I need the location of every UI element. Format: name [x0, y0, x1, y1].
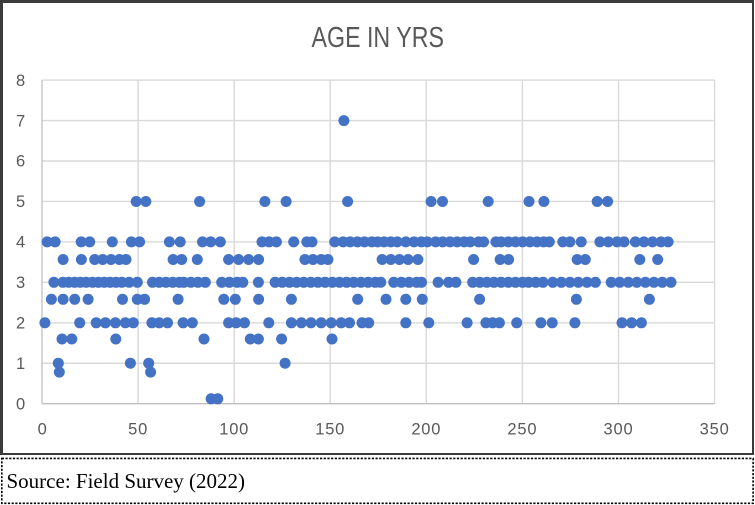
svg-text:3: 3: [16, 274, 26, 292]
svg-text:100: 100: [219, 421, 249, 439]
svg-text:300: 300: [604, 421, 634, 439]
svg-text:0: 0: [38, 421, 48, 439]
svg-text:6: 6: [16, 153, 26, 171]
svg-text:150: 150: [315, 421, 345, 439]
svg-text:0: 0: [16, 395, 26, 413]
svg-text:1: 1: [16, 355, 26, 373]
svg-text:2: 2: [16, 315, 26, 333]
svg-text:5: 5: [16, 193, 26, 211]
svg-text:250: 250: [507, 421, 537, 439]
svg-text:8: 8: [16, 72, 26, 90]
svg-text:200: 200: [411, 421, 441, 439]
svg-text:350: 350: [700, 421, 730, 439]
svg-text:7: 7: [16, 112, 26, 130]
svg-text:4: 4: [16, 234, 26, 252]
svg-text:50: 50: [128, 421, 148, 439]
